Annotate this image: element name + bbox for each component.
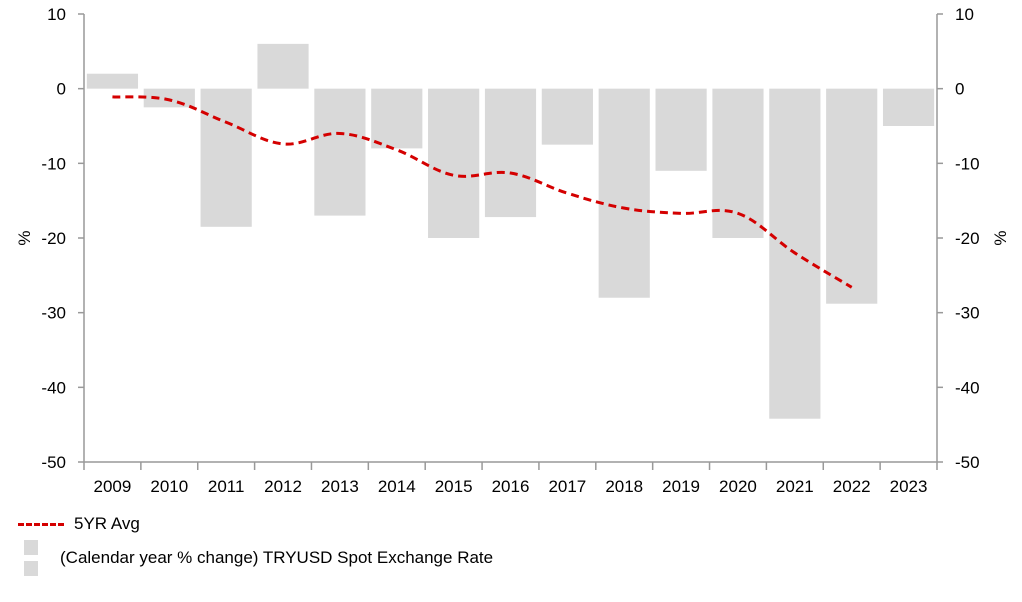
y-tick-left--50: -50 [41, 453, 66, 472]
x-tick-2018: 2018 [605, 477, 643, 496]
x-tick-2015: 2015 [435, 477, 473, 496]
bar-2023 [882, 88, 935, 126]
bar-2013 [314, 88, 366, 216]
bar-2017 [541, 88, 593, 145]
x-tick-2016: 2016 [492, 477, 530, 496]
bar-2018 [598, 88, 650, 298]
bar-2016 [484, 88, 537, 218]
x-tick-2011: 2011 [208, 477, 245, 496]
x-tick-2014: 2014 [378, 477, 416, 496]
legend-item-5yr-avg: 5YR Avg [18, 514, 140, 534]
legend-label-5yr-avg: 5YR Avg [74, 514, 140, 533]
bar-2011 [200, 88, 252, 227]
legend-label-exchange-rate: (Calendar year % change) TRYUSD Spot Exc… [60, 548, 494, 567]
y-tick-right--10: -10 [955, 154, 980, 173]
bar-2019 [655, 88, 707, 171]
x-tick-2017: 2017 [548, 477, 586, 496]
y-tick-left-10: 10 [47, 5, 66, 24]
bars-group [86, 43, 935, 419]
x-tick-2013: 2013 [321, 477, 359, 496]
y-tick-right--50: -50 [955, 453, 980, 472]
line-layer [112, 95, 853, 289]
bar-2022 [826, 88, 878, 304]
bar-2012 [257, 43, 309, 89]
y-tick-left--30: -30 [41, 304, 66, 323]
y-tick-left--40: -40 [41, 378, 66, 397]
x-tick-2021: 2021 [776, 477, 814, 496]
legend-swatch-line [18, 522, 64, 526]
x-tick-2019: 2019 [662, 477, 700, 496]
x-tick-2023: 2023 [890, 477, 928, 496]
x-ticks-group: 2009 2010 2011 2012 2013 2014 2015 2016 2017 2018… [83, 462, 938, 496]
y-tick-right-10: 10 [955, 5, 974, 24]
bar-2014 [371, 88, 423, 149]
x-tick-2010: 2010 [150, 477, 188, 496]
y-tick-right--40: -40 [955, 378, 980, 397]
legend-swatch-bar [24, 540, 38, 576]
bar-2009 [86, 73, 139, 89]
x-tick-2009: 2009 [94, 477, 132, 496]
x-tick-2020: 2020 [719, 477, 757, 496]
y-tick-left-0: 0 [57, 80, 66, 99]
y-tick-left--10: -10 [41, 154, 66, 173]
y-tick-right--30: -30 [955, 304, 980, 323]
y-tick-right--20: -20 [955, 229, 980, 248]
y-tick-left--20: -20 [41, 229, 66, 248]
legend-item-exchange-rate: (Calendar year % change) TRYUSD Spot Exc… [18, 540, 493, 576]
bar-2020 [712, 88, 764, 239]
y-axis-title-left: % [15, 230, 34, 245]
bar-2015 [428, 88, 480, 239]
y-tick-right-0: 0 [955, 80, 964, 99]
y-axis-title-right: % [991, 230, 1010, 245]
line-5yr-avg [112, 95, 853, 289]
x-tick-2022: 2022 [833, 477, 871, 496]
y-ticks-group: 10 10 0 0 -10 -10 -20 -20 -30 -30 -40 -40 -50 -50 [41, 5, 979, 472]
x-tick-2012: 2012 [264, 477, 302, 496]
